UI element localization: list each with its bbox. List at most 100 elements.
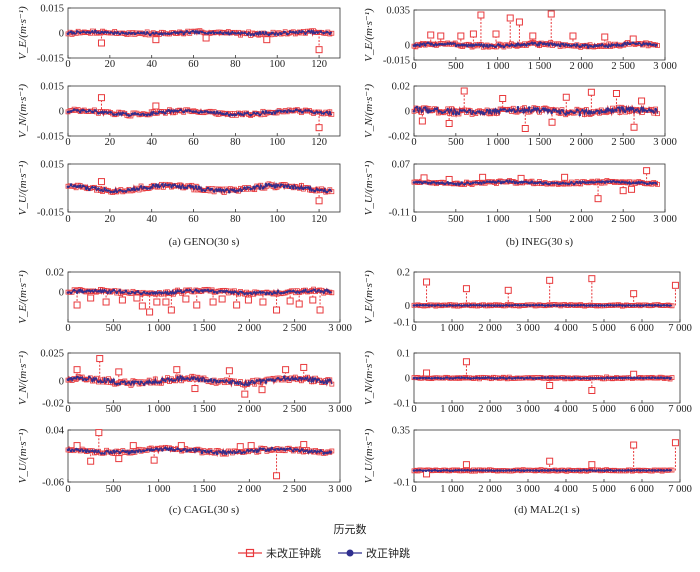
y-tick-label: 0: [59, 288, 64, 299]
series-corrected-point: [487, 376, 490, 379]
subplot-1-2: 0.07 -0.11 V_U/(m·s⁻¹) 0 500 1 000 1 500 2 000 2…: [363, 160, 677, 226]
series-corrected-point: [182, 290, 185, 294]
series-corrected-point: [640, 181, 643, 184]
series-corrected-point: [188, 288, 192, 292]
series-corrected-point: [647, 376, 651, 379]
series-corrected-point: [493, 304, 496, 307]
series-corrected-point: [504, 303, 508, 307]
series-corrected-point: [130, 380, 134, 384]
series-corrected-point: [635, 304, 639, 307]
series-corrected-point: [151, 448, 155, 452]
x-tick-label: 2 500: [283, 484, 307, 495]
series-corrected-point: [161, 32, 164, 36]
series-corrected-point: [304, 186, 307, 190]
series-corrected-point: [463, 376, 466, 380]
y-tick-label: 0: [405, 374, 410, 385]
x-tick-label: 1 500: [528, 137, 552, 148]
series-corrected-point: [589, 44, 593, 48]
clock-jump-point: [445, 120, 453, 127]
series-corrected-point: [310, 189, 313, 192]
x-tick-label: 0: [411, 214, 416, 225]
series-corrected-point: [637, 41, 641, 45]
x-tick-label: 3 000: [516, 323, 540, 334]
series-corrected-point: [510, 377, 514, 380]
clock-jump-point: [479, 173, 487, 181]
series-corrected-point: [75, 185, 79, 189]
y-tick-label: 0.015: [40, 160, 64, 171]
series-corrected-point: [115, 190, 119, 194]
clock-jump-point: [236, 443, 244, 451]
series-corrected-point: [617, 180, 621, 184]
series-corrected-point: [164, 183, 167, 186]
series-corrected-point: [285, 32, 289, 36]
series-corrected-point: [612, 179, 615, 183]
series-corrected-point: [124, 112, 128, 115]
series-corrected-point: [106, 449, 109, 453]
series-corrected-point: [635, 468, 639, 472]
series-corrected-point: [142, 383, 146, 386]
series-corrected-point: [564, 182, 568, 185]
series-corrected-point: [448, 377, 452, 380]
series-corrected-point: [328, 110, 332, 114]
series-corrected-point: [154, 183, 158, 186]
series-corrected-point: [194, 184, 198, 188]
clock-jump-point: [162, 298, 170, 306]
series-corrected-point: [307, 451, 310, 454]
series-corrected-point: [136, 31, 140, 34]
series-corrected-point: [502, 376, 505, 380]
series-corrected-point: [282, 185, 286, 189]
y-axis-label: V_E/(m·s⁻¹): [17, 270, 29, 324]
series-corrected-point: [598, 111, 601, 115]
series-corrected-point: [118, 32, 122, 36]
series-corrected-point: [234, 451, 237, 455]
series-corrected-point: [427, 376, 431, 380]
x-tick-label: 100: [269, 214, 285, 225]
series-corrected-point: [516, 181, 520, 185]
series-corrected-point: [81, 449, 85, 453]
series-corrected-point: [547, 43, 551, 47]
panel-caption: (d) MAL2(1 s): [514, 504, 580, 516]
series-corrected-point: [145, 291, 149, 295]
series-corrected-point: [72, 288, 76, 292]
series-corrected-point: [466, 468, 469, 472]
series-corrected-point: [641, 469, 645, 472]
clock-jump-point: [462, 358, 470, 366]
series-corrected-point: [298, 291, 301, 294]
series-corrected-point: [121, 111, 125, 115]
clock-jump-point: [638, 97, 646, 105]
series-corrected-point: [249, 187, 252, 191]
series-corrected-point: [307, 290, 310, 294]
series-corrected-point: [440, 111, 444, 115]
series-corrected-point: [591, 376, 594, 380]
y-axis-label: V_U/(m·s⁻¹): [363, 160, 375, 215]
series-corrected-point: [176, 376, 179, 379]
clock-jump-point: [233, 301, 241, 309]
series-corrected-point: [435, 43, 438, 47]
series-corrected-point: [267, 449, 271, 452]
series-corrected-point: [627, 468, 630, 472]
series-corrected-point: [491, 44, 494, 48]
clock-jump-point: [521, 125, 529, 132]
series-corrected-point: [627, 303, 630, 307]
series-corrected-point: [567, 304, 571, 307]
series-corrected-point: [249, 113, 252, 117]
series-corrected-point: [115, 449, 119, 453]
series-corrected-point: [633, 469, 636, 472]
series-corrected-point: [499, 44, 503, 48]
clock-jump-point: [546, 276, 554, 284]
series-corrected-point: [310, 379, 313, 383]
series-corrected-point: [578, 45, 582, 48]
series-corrected-point: [484, 376, 487, 379]
x-tick-label: 80: [230, 137, 241, 148]
series-corrected-point: [91, 449, 94, 453]
series-corrected-point: [285, 377, 289, 380]
series-corrected-point: [499, 469, 502, 472]
series-corrected-point: [482, 112, 486, 116]
series-corrected-point: [94, 377, 97, 380]
series-uncorrected-point: [329, 111, 335, 117]
series-corrected-point: [581, 180, 584, 184]
series-corrected-point: [136, 188, 140, 191]
series-corrected-point: [579, 469, 583, 472]
